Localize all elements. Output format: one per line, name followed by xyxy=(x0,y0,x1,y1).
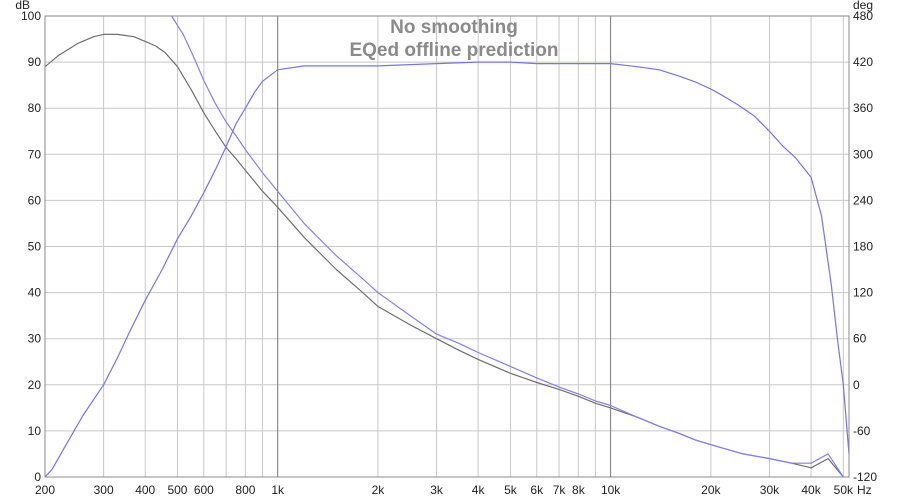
y-right-unit-label: deg xyxy=(853,0,873,12)
x-tick-label: 10k xyxy=(601,483,621,497)
y-right-tick-label: 300 xyxy=(853,147,873,161)
chart-title: No smoothing xyxy=(390,17,518,38)
x-tick-label: 800 xyxy=(235,483,255,497)
y-right-tick-label: 480 xyxy=(853,9,873,23)
y-right-tick-labels: -120 -60 0 60 120 180 240 300 360 420 480 xyxy=(853,9,877,484)
x-tick-label: 8k xyxy=(572,483,586,497)
x-tick-label: 7k xyxy=(553,483,567,497)
x-tick-label: 3k xyxy=(430,483,444,497)
y-left-tick-label: 80 xyxy=(28,101,42,115)
series-layer xyxy=(44,15,850,478)
y-left-tick-label: 100 xyxy=(21,9,41,23)
x-tick-label: 2k xyxy=(372,483,386,497)
x-tick-label: 20k xyxy=(701,483,721,497)
chart-subtitle: EQed offline prediction xyxy=(349,40,558,61)
y-right-tick-label: 180 xyxy=(853,240,873,254)
y-right-tick-label: -60 xyxy=(853,424,871,438)
y-left-tick-label: 50 xyxy=(28,240,42,254)
y-right-tick-label: 0 xyxy=(853,378,860,392)
x-unit-label: Hz xyxy=(857,483,872,497)
series-line-3 xyxy=(44,61,850,478)
y-left-tick-label: 0 xyxy=(34,470,41,484)
y-left-tick-label: 70 xyxy=(28,147,42,161)
x-tick-labels: 200 300 400 500 600 800 1k 2k 3k 4k 5k 6k 7k 8k 10k 20k… xyxy=(35,483,854,497)
x-tick-label: 50k xyxy=(834,483,854,497)
x-tick-label: 5k xyxy=(504,483,518,497)
y-right-tick-label: -120 xyxy=(853,470,877,484)
x-tick-label: 4k xyxy=(472,483,486,497)
x-tick-label: 1k xyxy=(271,483,285,497)
y-right-tick-label: 420 xyxy=(853,55,873,69)
y-left-tick-label: 10 xyxy=(28,424,42,438)
x-tick-label: 30k xyxy=(760,483,780,497)
y-left-unit-label: dB xyxy=(15,0,30,12)
plot-frame xyxy=(44,15,850,478)
x-tick-label: 6k xyxy=(530,483,544,497)
y-left-tick-label: 90 xyxy=(28,55,42,69)
y-left-tick-label: 40 xyxy=(28,286,42,300)
y-right-tick-label: 360 xyxy=(853,101,873,115)
y-left-tick-label: 30 xyxy=(28,332,42,346)
x-tick-label: 400 xyxy=(135,483,155,497)
x-tick-label: 600 xyxy=(194,483,214,497)
y-right-tick-label: 120 xyxy=(853,286,873,300)
y-left-tick-labels: 0 10 20 30 40 50 60 70 80 90 100 xyxy=(21,9,41,484)
x-tick-label: 40k xyxy=(801,483,821,497)
x-tick-label: 300 xyxy=(94,483,114,497)
y-left-tick-label: 60 xyxy=(28,193,42,207)
x-tick-label: 200 xyxy=(35,483,55,497)
y-right-tick-label: 60 xyxy=(853,332,867,346)
y-left-tick-label: 20 xyxy=(28,378,42,392)
y-right-tick-label: 240 xyxy=(853,193,873,207)
x-tick-label: 500 xyxy=(167,483,187,497)
